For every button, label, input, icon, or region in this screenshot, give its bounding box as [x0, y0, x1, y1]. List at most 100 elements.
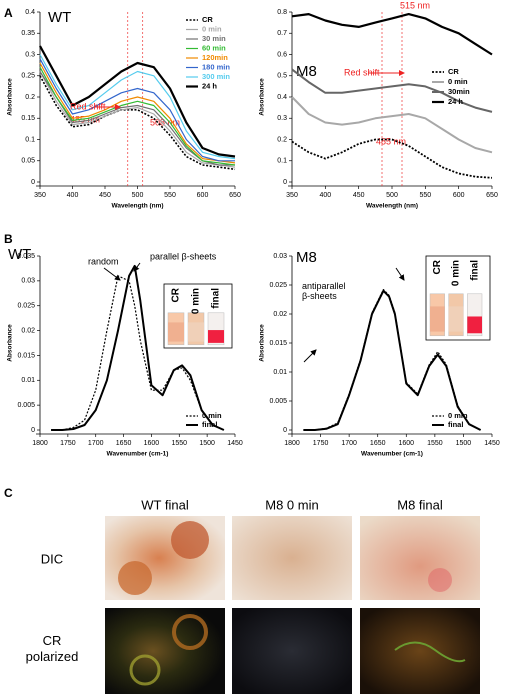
- y-tick-label: 0.25: [21, 73, 35, 80]
- micrograph-image: [360, 608, 480, 694]
- y-tick-label: 0.025: [17, 303, 35, 310]
- annotation-arrow: [133, 262, 141, 272]
- y-axis-label: Absorbance: [7, 324, 14, 362]
- inset-tube-content: [208, 330, 224, 343]
- x-tick-label: 1600: [398, 440, 414, 447]
- y-axis-label: Absorbance: [7, 78, 14, 116]
- x-tick-label: 550: [419, 192, 431, 199]
- x-tick-label: 1700: [341, 440, 357, 447]
- legend-label: 0 min: [448, 77, 468, 86]
- annotation-arrow: [103, 267, 121, 281]
- chart-label: M8: [296, 63, 317, 80]
- y-tick-label: 0.35: [21, 30, 35, 37]
- micrograph-grid: [105, 516, 480, 694]
- particle: [129, 654, 161, 686]
- legend-label: CR: [202, 15, 213, 24]
- y-tick-label: 0.03: [21, 278, 35, 285]
- y-tick-label: 0.5: [277, 73, 287, 80]
- y-tick-label: 0: [283, 427, 287, 434]
- annotation-arrow: [395, 267, 405, 281]
- y-tick-label: 0.02: [21, 327, 35, 334]
- particle: [171, 521, 209, 559]
- legend-label: 0 min: [202, 24, 222, 33]
- x-tick-label: 1800: [32, 440, 48, 447]
- y-tick-label: 0.8: [277, 9, 287, 16]
- series-line: [39, 66, 236, 166]
- annotation: Red shift: [344, 67, 380, 77]
- inset-tube-content: [168, 322, 184, 342]
- x-tick-label: 1550: [171, 440, 187, 447]
- x-tick-label: 1450: [484, 440, 500, 447]
- x-tick-label: 1650: [370, 440, 386, 447]
- x-tick-label: 1750: [313, 440, 329, 447]
- series-line: [303, 289, 482, 431]
- series-line: [39, 71, 236, 168]
- y-tick-label: 0.01: [273, 369, 287, 376]
- series-line: [51, 275, 225, 431]
- x-tick-label: 1750: [60, 440, 76, 447]
- annotation: antiparallel β-sheets: [302, 281, 346, 301]
- x-tick-label: 1550: [427, 440, 443, 447]
- series-line: [291, 138, 493, 179]
- y-axis-label: Absorbance: [259, 78, 266, 116]
- y-tick-label: 0.1: [277, 158, 287, 165]
- inset-tube-content: [430, 306, 445, 332]
- marker-label: 485 nm: [376, 136, 406, 146]
- series-line: [291, 13, 493, 56]
- y-tick-label: 0.3: [277, 115, 287, 122]
- y-tick-label: 0.01: [21, 377, 35, 384]
- series-line: [303, 289, 481, 431]
- panel-label: C: [4, 486, 13, 500]
- inset-label: 0 min: [191, 288, 202, 314]
- x-tick-label: 500: [386, 192, 398, 199]
- y-tick-label: 0.015: [17, 352, 35, 359]
- marker-label: 515 nm: [400, 0, 430, 10]
- legend-label: 0 min: [202, 411, 222, 420]
- inset-label: 0 min: [451, 260, 462, 286]
- x-axis-label: Wavenumber (cm-1): [107, 451, 169, 458]
- chart-label: WT: [48, 9, 71, 26]
- x-tick-label: 1600: [144, 440, 160, 447]
- series-line: [51, 264, 225, 431]
- series-line: [39, 45, 236, 158]
- legend-label: 24 h: [448, 97, 463, 106]
- column-header: M8 0 min: [265, 497, 318, 512]
- inset-label: final: [211, 288, 222, 309]
- particle: [394, 641, 466, 663]
- x-axis-label: Wavelength (nm): [111, 203, 163, 210]
- series-line: [39, 62, 236, 164]
- y-tick-label: 0.6: [277, 51, 287, 58]
- legend-label: final: [202, 420, 217, 429]
- x-tick-label: 350: [34, 192, 46, 199]
- x-tick-label: 1450: [227, 440, 243, 447]
- series-line: [291, 96, 493, 154]
- x-axis-label: Wavelength (nm): [366, 203, 418, 210]
- legend-label: final: [448, 420, 463, 429]
- x-tick-label: 1500: [456, 440, 472, 447]
- annotation: parallel β-sheets: [150, 251, 217, 261]
- y-tick-label: 0.005: [17, 402, 35, 409]
- legend-label: 30min: [448, 87, 470, 96]
- particle: [428, 568, 452, 592]
- annotation-arrow: [303, 349, 317, 363]
- x-tick-label: 1700: [88, 440, 104, 447]
- y-tick-label: 0.4: [277, 94, 287, 101]
- x-tick-label: 400: [319, 192, 331, 199]
- legend-label: 120min: [202, 53, 228, 62]
- inset-tube-content: [448, 306, 464, 332]
- particle: [172, 614, 208, 650]
- legend-label: CR: [448, 67, 459, 76]
- x-tick-label: 450: [353, 192, 365, 199]
- row-header: DIC: [41, 551, 63, 566]
- panel-label: B: [4, 232, 13, 246]
- legend-label: 30 min: [202, 34, 226, 43]
- y-tick-label: 0.4: [25, 9, 35, 16]
- row-header: CR polarized: [26, 633, 79, 664]
- y-tick-label: 0.1: [25, 136, 35, 143]
- y-tick-label: 0.005: [269, 398, 287, 405]
- y-tick-label: 0.3: [25, 51, 35, 58]
- y-tick-label: 0: [283, 179, 287, 186]
- y-tick-label: 0.03: [273, 253, 287, 260]
- column-header: WT final: [141, 497, 189, 512]
